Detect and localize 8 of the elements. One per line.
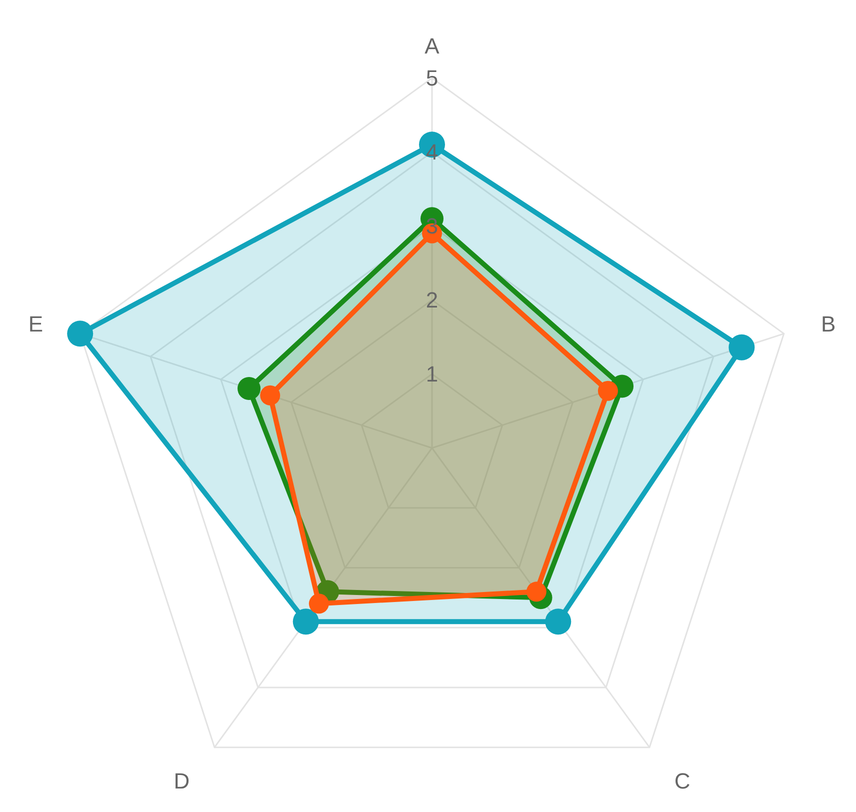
- spoke-label: B: [820, 311, 836, 336]
- spoke-label: A: [424, 34, 440, 58]
- y-tick-label: 1: [426, 362, 438, 386]
- y-tick-label: 5: [426, 66, 438, 90]
- spoke-label: D: [174, 768, 190, 794]
- spoke-label: E: [28, 311, 44, 336]
- y-tick-label: 2: [426, 288, 438, 312]
- spoke-label: C: [674, 768, 690, 794]
